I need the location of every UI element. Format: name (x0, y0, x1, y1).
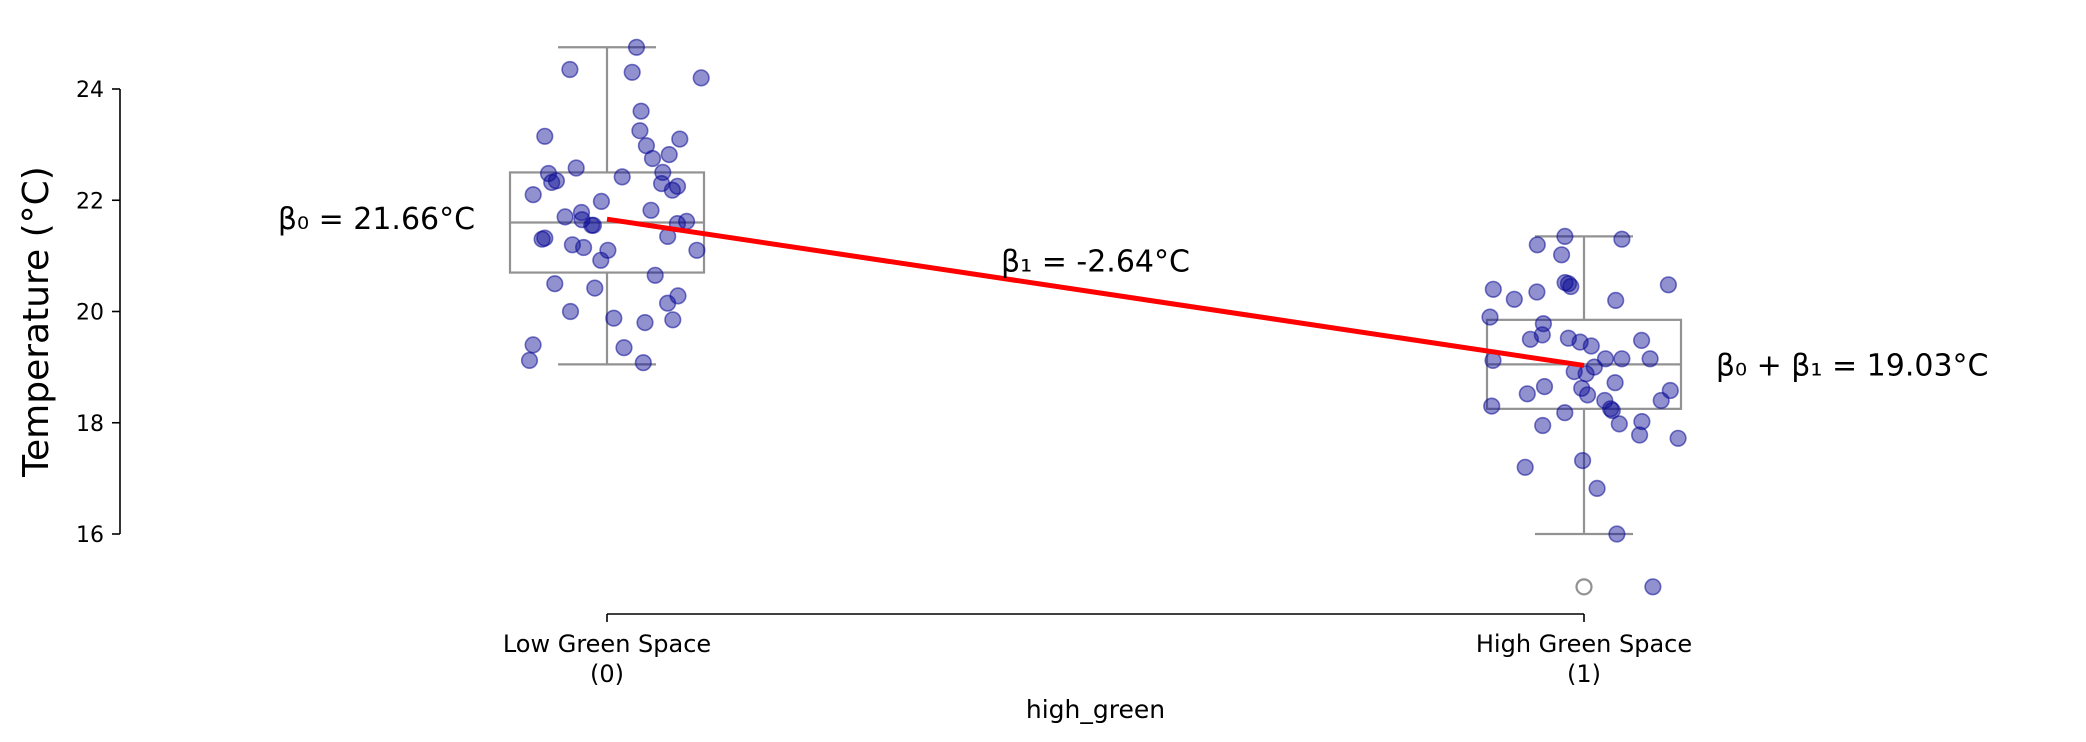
data-point-0-49 (520, 351, 539, 370)
data-point-0-7 (671, 130, 689, 148)
y-tick-label-2: 20 (76, 301, 104, 326)
data-point-1-32 (1578, 386, 1597, 404)
data-point-0-44 (605, 309, 623, 327)
data-point-1-33 (1652, 391, 1670, 410)
annotation-0: β₀ = 21.66°C (278, 202, 475, 237)
axes-layer: 16 18 20 22 24 Low Green Space(0) High Green S… (76, 78, 1692, 688)
data-point-0-2 (623, 63, 641, 81)
data-point-0-32 (533, 230, 551, 248)
data-point-1-48 (1644, 578, 1662, 596)
data-point-0-16 (543, 173, 561, 191)
data-point-0-10 (643, 149, 662, 168)
data-point-1-28 (1535, 378, 1554, 396)
data-point-1-37 (1603, 401, 1621, 420)
data-point-1-5 (1559, 275, 1578, 293)
data-point-0-43 (561, 302, 580, 321)
data-point-1-1 (1613, 230, 1631, 248)
data-point-1-16 (1521, 330, 1539, 348)
data-point-1-42 (1630, 426, 1649, 444)
data-point-0-46 (636, 314, 654, 332)
data-point-1-7 (1562, 277, 1580, 296)
data-point-0-11 (567, 159, 585, 177)
data-point-0-1 (561, 60, 579, 79)
x-axis-title: high_green (1026, 695, 1165, 724)
data-point-1-31 (1518, 385, 1536, 403)
data-point-0-36 (688, 241, 706, 259)
data-point-0-29 (584, 216, 603, 234)
data-point-1-3 (1552, 246, 1571, 264)
outlier-1-0 (1575, 578, 1593, 596)
data-point-0-42 (658, 294, 677, 312)
annotation-1: β₁ = -2.64°C (1001, 244, 1190, 279)
x-tick-label-0: Low Green Space (503, 630, 711, 658)
data-point-1-12 (1481, 308, 1499, 326)
data-point-1-47 (1608, 525, 1626, 543)
y-tick-label-1: 18 (76, 412, 104, 437)
data-point-1-11 (1607, 291, 1625, 310)
data-point-1-0 (1556, 227, 1574, 245)
data-point-0-19 (663, 181, 682, 199)
x-tick-label-1: High Green Space (1476, 630, 1692, 658)
data-point-0-21 (592, 192, 611, 210)
data-point-1-45 (1516, 458, 1534, 476)
data-point-0-34 (574, 238, 593, 257)
data-point-1-10 (1505, 290, 1523, 308)
data-point-0-9 (660, 146, 678, 164)
data-point-1-46 (1588, 479, 1606, 498)
data-point-1-20 (1641, 350, 1659, 368)
data-point-1-22 (1613, 350, 1631, 368)
data-point-0-45 (664, 311, 682, 329)
x-tick-code-1: (1) (1567, 660, 1601, 688)
data-point-1-27 (1606, 374, 1624, 392)
data-point-0-24 (556, 208, 574, 226)
data-point-1-35 (1483, 397, 1501, 415)
data-point-0-5 (631, 122, 649, 140)
data-point-0-20 (524, 186, 542, 204)
data-point-0-47 (524, 336, 542, 354)
data-point-1-43 (1669, 429, 1687, 447)
data-point-0-37 (592, 251, 610, 269)
annotations-layer: β₀ = 21.66°C β₁ = -2.64°C β₀ + β₁ = 19.03°… (278, 202, 1989, 383)
data-point-1-8 (1484, 280, 1502, 298)
data-point-1-29 (1573, 379, 1591, 397)
x-tick-code-0: (0) (590, 660, 624, 688)
boxes-layer (508, 46, 1683, 596)
data-point-0-39 (546, 275, 564, 293)
data-point-0-14 (613, 168, 631, 186)
data-point-0-40 (586, 279, 604, 297)
data-point-1-26 (1577, 365, 1595, 383)
annotation-2: β₀ + β₁ = 19.03°C (1716, 348, 1989, 383)
data-point-0-48 (615, 339, 633, 357)
y-tick-label-4: 24 (76, 78, 104, 103)
data-point-1-17 (1632, 331, 1651, 350)
data-point-0-50 (634, 354, 652, 372)
data-point-0-4 (632, 102, 650, 120)
data-point-1-38 (1556, 404, 1574, 422)
fit-line-layer (606, 216, 1585, 368)
data-point-0-22 (642, 201, 660, 219)
y-tick-label-3: 22 (76, 189, 104, 214)
y-tick-label-0: 16 (76, 523, 104, 548)
data-point-1-39 (1633, 413, 1651, 431)
data-point-1-41 (1534, 416, 1552, 435)
y-axis-title: Temperature (°C) (16, 166, 57, 478)
regression-line (606, 216, 1585, 368)
data-point-0-3 (692, 69, 710, 87)
points-layer (520, 38, 1687, 596)
data-point-1-2 (1528, 236, 1546, 254)
data-point-1-40 (1610, 415, 1628, 433)
data-point-1-9 (1528, 283, 1546, 301)
data-point-1-6 (1659, 276, 1677, 294)
data-point-1-44 (1573, 452, 1592, 470)
data-point-0-38 (646, 266, 664, 284)
data-point-0-6 (536, 127, 554, 145)
data-point-1-19 (1582, 337, 1600, 355)
data-point-0-0 (627, 38, 646, 56)
